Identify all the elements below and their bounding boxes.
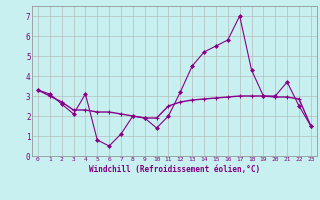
X-axis label: Windchill (Refroidissement éolien,°C): Windchill (Refroidissement éolien,°C): [89, 165, 260, 174]
